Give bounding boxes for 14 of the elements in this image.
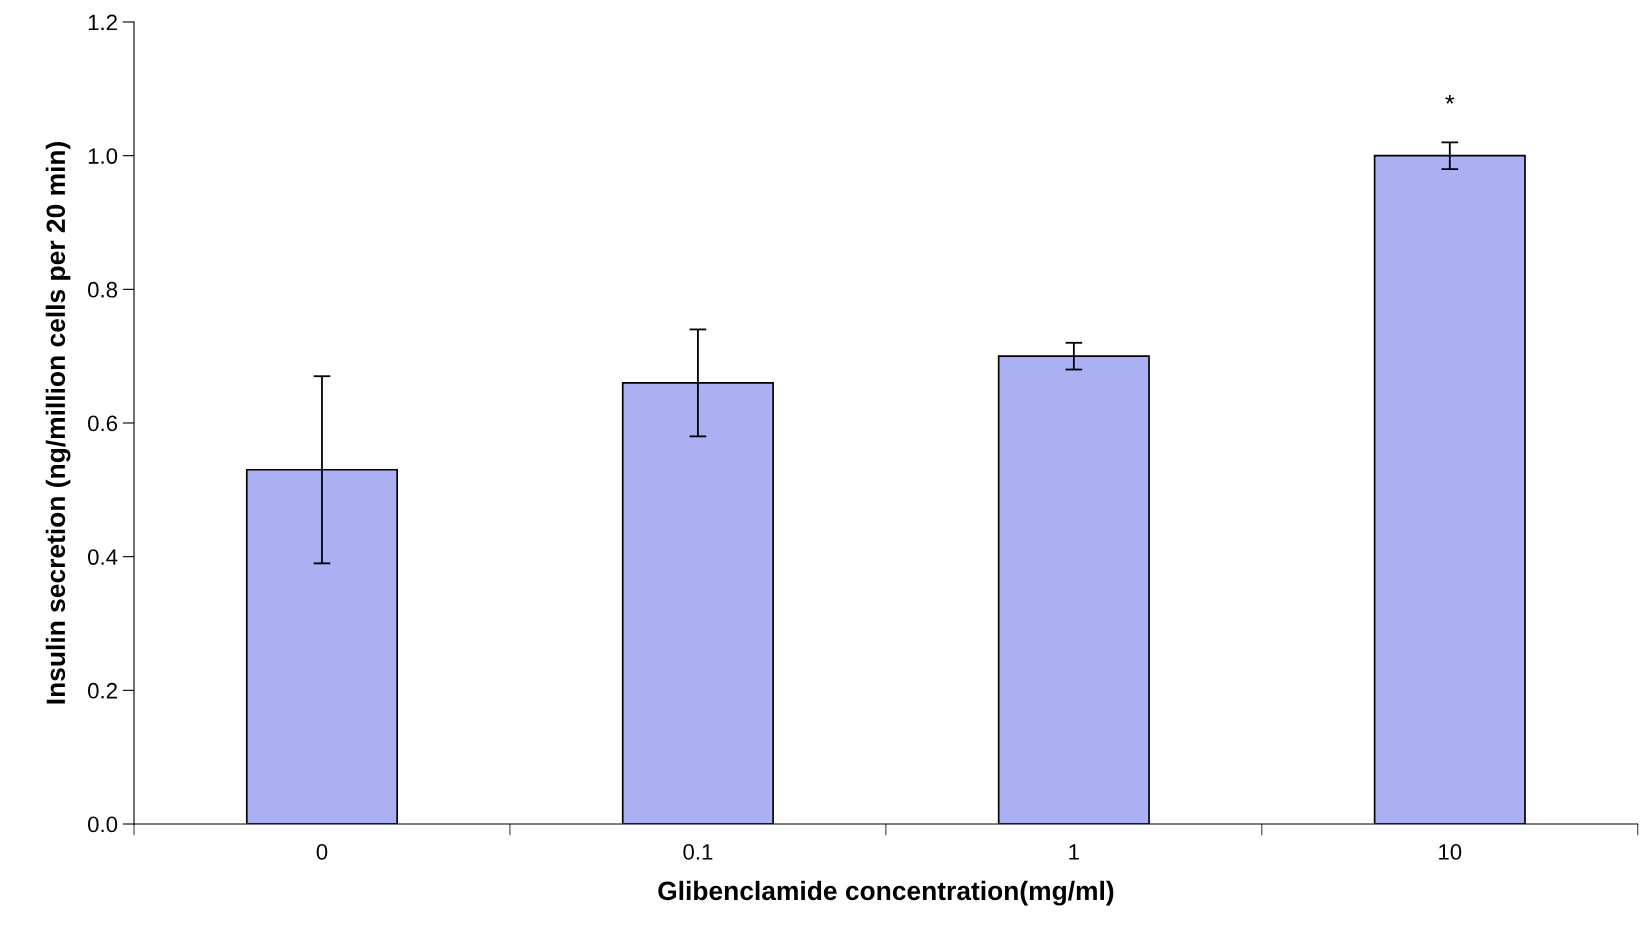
x-tick-label: 1	[1069, 844, 1079, 860]
y-tick-label: 0.8	[88, 281, 118, 298]
y-tick-label: 0.2	[88, 682, 117, 699]
x-axis-title: Glibenclamide concentration(mg/ml)	[658, 880, 1114, 906]
annotation: *	[1445, 94, 1455, 104]
y-tick-label: 0.4	[88, 549, 118, 565]
x-tick-label: 10	[1439, 844, 1462, 860]
y-tick-label: 1.2	[88, 14, 117, 31]
x-tick-label: 0.1	[683, 844, 713, 860]
y-axis-title: Insulin secretion (ng/million cells per 20 min)	[45, 142, 71, 704]
y-tick-label: 0.6	[88, 415, 118, 432]
y-tick-label: 1.0	[88, 148, 118, 164]
y-tick-label: 0.0	[88, 816, 118, 833]
x-tick-label: 0	[316, 844, 328, 860]
